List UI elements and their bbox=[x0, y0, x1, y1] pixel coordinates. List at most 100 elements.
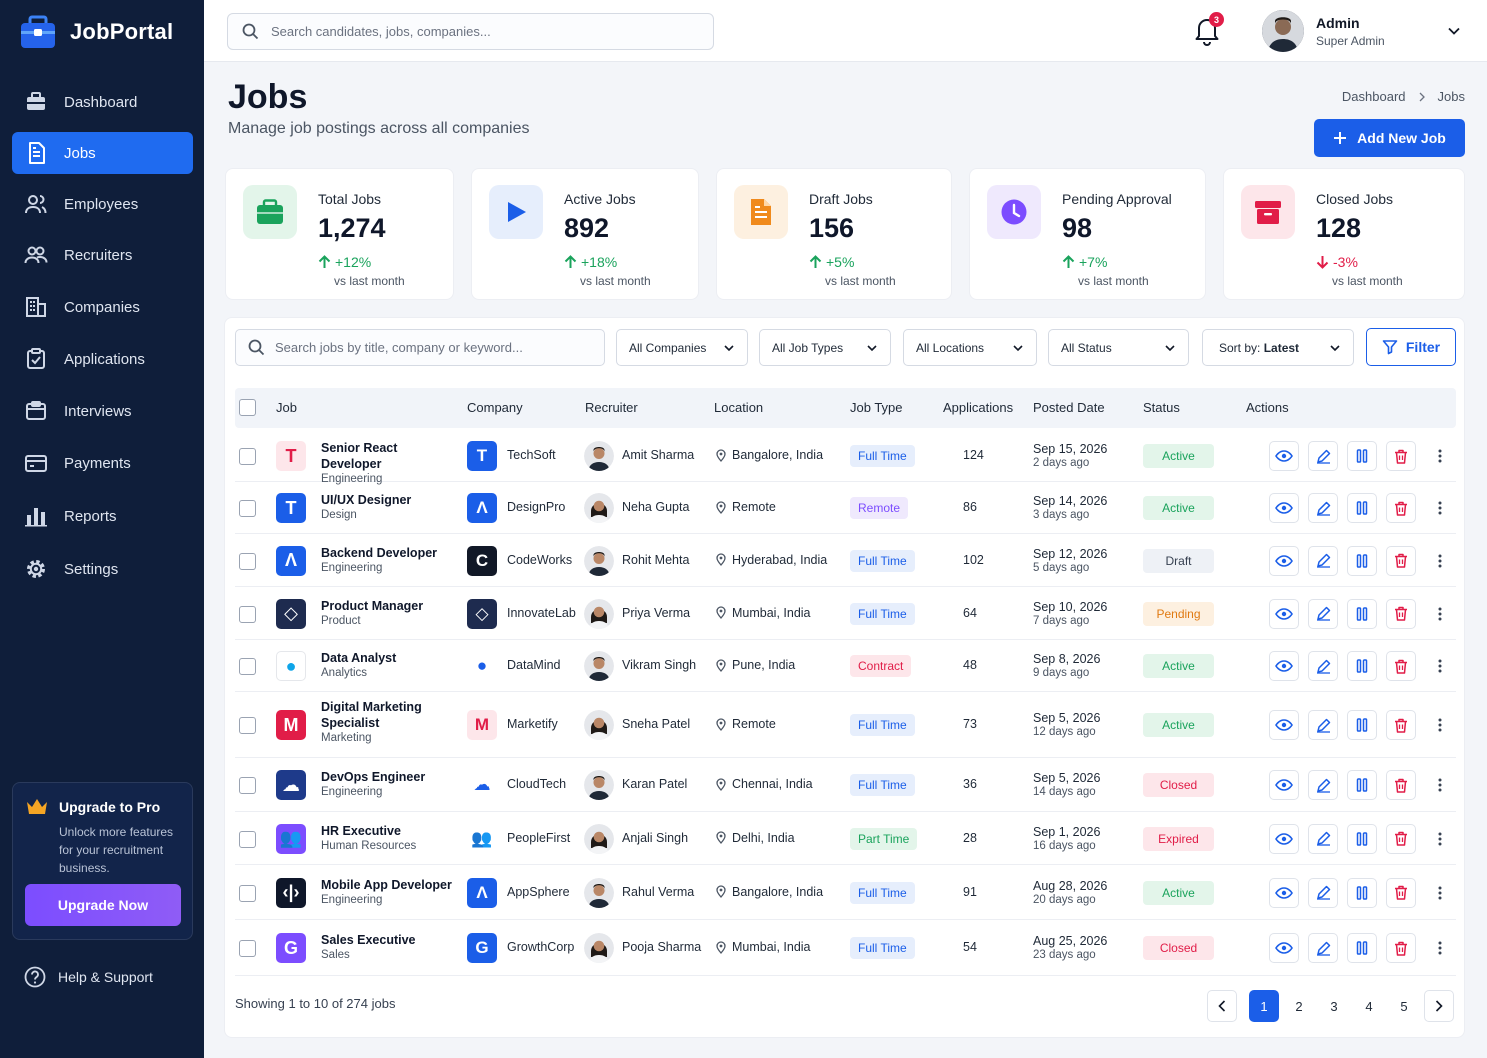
company-name[interactable]: PeopleFirst bbox=[507, 830, 571, 845]
edit-button[interactable] bbox=[1308, 598, 1338, 629]
delete-button[interactable] bbox=[1386, 441, 1416, 471]
delete-button[interactable] bbox=[1386, 545, 1416, 576]
status-filter-select[interactable]: All Status bbox=[1048, 329, 1189, 366]
page-4-button[interactable]: 4 bbox=[1354, 990, 1384, 1022]
edit-button[interactable] bbox=[1308, 493, 1338, 523]
job-title[interactable]: Digital Marketing Specialist bbox=[321, 700, 422, 730]
notifications-button[interactable]: 3 bbox=[1192, 12, 1224, 46]
job-info[interactable]: Senior React Developer Engineering bbox=[321, 440, 461, 485]
delete-button[interactable] bbox=[1386, 933, 1416, 963]
sidebar-item-applications[interactable]: Applications bbox=[12, 338, 193, 380]
user-menu[interactable]: Admin Super Admin bbox=[1262, 10, 1385, 52]
recruiter-name[interactable]: Amit Sharma bbox=[622, 448, 695, 462]
delete-button[interactable] bbox=[1386, 493, 1416, 523]
edit-button[interactable] bbox=[1308, 823, 1338, 854]
more-options-button[interactable] bbox=[1433, 655, 1447, 677]
page-3-button[interactable]: 3 bbox=[1319, 990, 1349, 1022]
sidebar-item-companies[interactable]: Companies bbox=[12, 286, 193, 328]
view-button[interactable] bbox=[1269, 493, 1299, 523]
page-1-button[interactable]: 1 bbox=[1249, 990, 1279, 1022]
more-options-button[interactable] bbox=[1433, 714, 1447, 736]
page-5-button[interactable]: 5 bbox=[1389, 990, 1419, 1022]
select-all-checkbox[interactable] bbox=[239, 399, 256, 416]
view-button[interactable] bbox=[1269, 441, 1299, 471]
breadcrumb-dashboard[interactable]: Dashboard bbox=[1341, 89, 1406, 104]
company-name[interactable]: Marketify bbox=[507, 717, 558, 731]
company-name[interactable]: CodeWorks bbox=[507, 552, 573, 567]
next-page-button[interactable] bbox=[1424, 990, 1454, 1022]
column-header-job[interactable]: Job bbox=[276, 400, 297, 415]
global-search[interactable] bbox=[227, 13, 714, 50]
row-checkbox[interactable] bbox=[239, 500, 256, 517]
edit-button[interactable] bbox=[1308, 651, 1338, 681]
sidebar-item-dashboard[interactable]: Dashboard bbox=[12, 81, 193, 123]
pause-button[interactable] bbox=[1347, 770, 1377, 800]
table-row[interactable]: ‹|› Mobile App Developer Engineering Λ A… bbox=[235, 865, 1456, 920]
job-search[interactable] bbox=[235, 329, 605, 366]
help-support-link[interactable]: Help & Support bbox=[24, 966, 153, 988]
recruiter-name[interactable]: Neha Gupta bbox=[622, 500, 690, 514]
row-checkbox[interactable] bbox=[239, 777, 256, 794]
row-checkbox[interactable] bbox=[239, 552, 256, 570]
sidebar-item-jobs[interactable]: Jobs bbox=[12, 132, 193, 174]
delete-button[interactable] bbox=[1386, 710, 1416, 740]
more-options-button[interactable] bbox=[1433, 828, 1447, 850]
recruiter-name[interactable]: Rohit Mehta bbox=[622, 552, 690, 567]
chevron-down-icon[interactable] bbox=[1447, 24, 1461, 38]
job-title[interactable]: Backend Developer bbox=[321, 545, 438, 560]
sidebar-item-interviews[interactable]: Interviews bbox=[12, 390, 193, 432]
add-new-job-button[interactable]: Add New Job bbox=[1314, 119, 1465, 157]
recruiter-name[interactable]: Priya Verma bbox=[622, 605, 691, 620]
job-type-filter-select[interactable]: All Job Types bbox=[759, 329, 891, 366]
job-title[interactable]: DevOps Engineer bbox=[321, 770, 426, 784]
more-options-button[interactable] bbox=[1433, 937, 1447, 959]
view-button[interactable] bbox=[1269, 877, 1299, 908]
table-row[interactable]: 👥 HR Executive Human Resources 👥 PeopleF… bbox=[235, 812, 1456, 865]
job-info[interactable]: UI/UX Designer Design bbox=[321, 492, 461, 521]
edit-button[interactable] bbox=[1308, 877, 1338, 908]
edit-button[interactable] bbox=[1308, 933, 1338, 963]
table-row[interactable]: Λ Backend Developer Engineering C CodeWo… bbox=[235, 534, 1456, 587]
more-options-button[interactable] bbox=[1433, 445, 1447, 467]
pause-button[interactable] bbox=[1347, 493, 1377, 523]
row-checkbox[interactable] bbox=[239, 884, 256, 902]
recruiter-name[interactable]: Karan Patel bbox=[622, 777, 688, 791]
brand[interactable]: JobPortal bbox=[20, 14, 173, 50]
row-checkbox[interactable] bbox=[239, 448, 256, 465]
row-checkbox[interactable] bbox=[239, 605, 256, 623]
company-name[interactable]: DesignPro bbox=[507, 500, 566, 514]
column-header-applications[interactable]: Applications bbox=[943, 400, 1014, 415]
job-search-input[interactable] bbox=[275, 340, 595, 355]
job-title[interactable]: UI/UX Designer bbox=[321, 493, 412, 507]
column-header-location[interactable]: Location bbox=[714, 400, 764, 415]
column-header-job-type[interactable]: Job Type bbox=[850, 400, 903, 415]
row-checkbox[interactable] bbox=[239, 940, 256, 957]
pause-button[interactable] bbox=[1347, 441, 1377, 471]
view-button[interactable] bbox=[1269, 545, 1299, 576]
delete-button[interactable] bbox=[1386, 651, 1416, 681]
sidebar-item-payments[interactable]: Payments bbox=[12, 442, 193, 484]
sidebar-item-reports[interactable]: Reports bbox=[12, 495, 193, 537]
sidebar-item-employees[interactable]: Employees bbox=[12, 183, 193, 225]
recruiter-name[interactable]: Pooja Sharma bbox=[622, 940, 702, 954]
job-info[interactable]: Product Manager Product bbox=[321, 598, 461, 627]
job-info[interactable]: Digital Marketing Specialist Marketing bbox=[321, 699, 461, 744]
view-button[interactable] bbox=[1269, 598, 1299, 629]
job-title[interactable]: HR Executive bbox=[321, 823, 401, 838]
delete-button[interactable] bbox=[1386, 770, 1416, 800]
pause-button[interactable] bbox=[1347, 933, 1377, 963]
pause-button[interactable] bbox=[1347, 710, 1377, 740]
location-filter-select[interactable]: All Locations bbox=[903, 329, 1037, 366]
recruiter-name[interactable]: Vikram Singh bbox=[622, 658, 697, 672]
job-title[interactable]: Sales Executive bbox=[321, 933, 416, 947]
delete-button[interactable] bbox=[1386, 877, 1416, 908]
row-checkbox[interactable] bbox=[239, 717, 256, 734]
recruiter-name[interactable]: Anjali Singh bbox=[622, 830, 689, 845]
pause-button[interactable] bbox=[1347, 823, 1377, 854]
recruiter-name[interactable]: Rahul Verma bbox=[622, 884, 695, 899]
pause-button[interactable] bbox=[1347, 877, 1377, 908]
upgrade-now-button[interactable]: Upgrade Now bbox=[25, 884, 181, 926]
edit-button[interactable] bbox=[1308, 710, 1338, 740]
row-checkbox[interactable] bbox=[239, 830, 256, 848]
job-title[interactable]: Data Analyst bbox=[321, 651, 397, 665]
